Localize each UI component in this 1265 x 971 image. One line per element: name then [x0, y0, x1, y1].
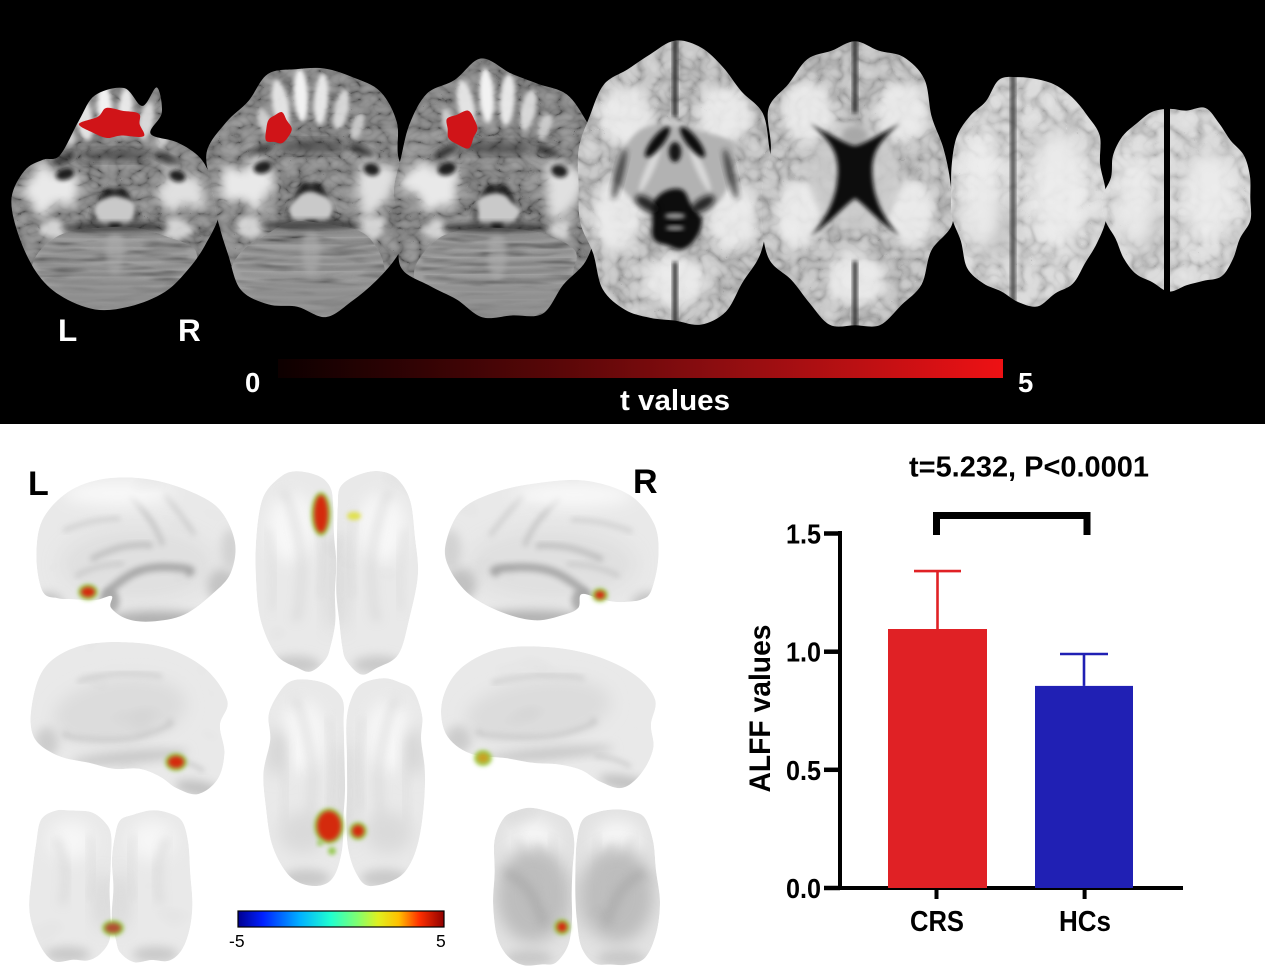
svg-text:HCs: HCs [1059, 906, 1111, 938]
svg-text:1.5: 1.5 [786, 519, 821, 550]
svg-text:5: 5 [1018, 367, 1033, 398]
svg-text:R: R [633, 463, 658, 501]
svg-text:ALFF values: ALFF values [744, 625, 777, 793]
svg-text:-5: -5 [229, 931, 245, 951]
svg-text:t=5.232, P<0.0001: t=5.232, P<0.0001 [909, 452, 1149, 484]
svg-text:R: R [178, 312, 201, 348]
svg-text:CRS: CRS [910, 906, 964, 938]
svg-text:L: L [28, 465, 49, 503]
svg-text:L: L [58, 312, 77, 348]
svg-text:5: 5 [436, 931, 446, 951]
svg-text:0.5: 0.5 [786, 755, 821, 786]
svg-text:0: 0 [245, 367, 260, 398]
svg-text:1.0: 1.0 [786, 637, 821, 668]
svg-text:t values: t values [620, 385, 730, 417]
svg-text:0.0: 0.0 [786, 873, 821, 904]
